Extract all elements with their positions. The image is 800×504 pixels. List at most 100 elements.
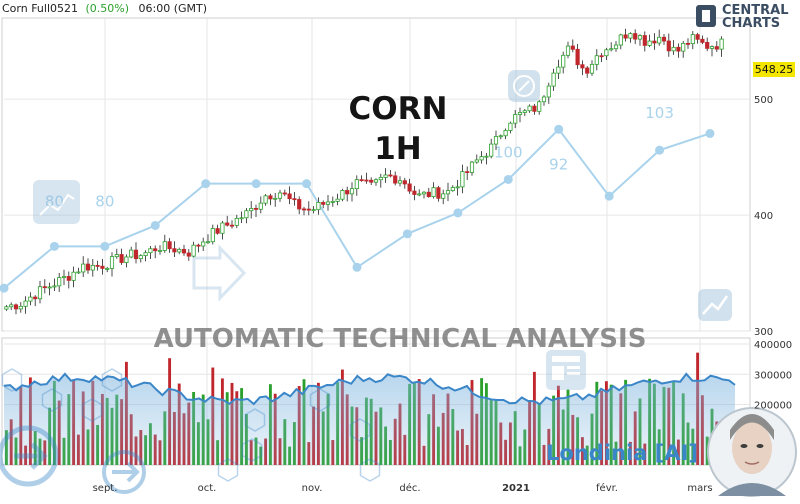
candle	[671, 40, 676, 55]
candle	[551, 68, 556, 91]
candle	[301, 206, 307, 216]
candle	[100, 258, 105, 275]
candle	[273, 193, 278, 207]
price-panel	[1, 17, 751, 332]
candle	[469, 160, 475, 176]
candle	[436, 185, 441, 202]
last-price-label: 548.25	[753, 62, 795, 77]
x-tick-label: nov.	[302, 483, 323, 494]
volume-tick-label: 200000	[754, 401, 792, 412]
brand-mark-icon	[696, 5, 716, 27]
candle	[383, 168, 388, 183]
candle	[210, 224, 215, 245]
score-point	[352, 262, 362, 272]
candle	[321, 200, 326, 209]
candle	[205, 234, 211, 244]
candle	[455, 179, 460, 196]
brand-logo[interactable]: CENTRAL CHARTS	[696, 4, 800, 32]
candle	[714, 41, 719, 53]
candle	[633, 29, 638, 45]
candle	[618, 33, 623, 50]
x-tick-label: oct.	[198, 483, 217, 494]
candle	[585, 66, 590, 78]
candle	[81, 256, 86, 277]
x-tick-label: févr.	[596, 482, 618, 494]
candle	[417, 189, 422, 197]
score-point	[0, 283, 9, 293]
candle	[277, 189, 283, 202]
candle	[23, 296, 28, 314]
candle	[561, 51, 566, 74]
candle	[196, 243, 201, 253]
chart-title-symbol: CORN	[349, 91, 448, 127]
candle	[220, 220, 225, 240]
instrument-label: Corn Full0521	[2, 2, 79, 15]
candle	[537, 99, 542, 115]
candle	[388, 170, 393, 178]
trend-up-icon	[698, 289, 732, 321]
candle	[604, 47, 609, 61]
candle	[503, 128, 508, 140]
candle	[594, 49, 599, 71]
candle	[325, 195, 331, 211]
candle	[685, 38, 691, 49]
candle	[57, 272, 62, 292]
candle	[47, 282, 52, 296]
candle	[369, 177, 374, 186]
candle	[546, 82, 551, 104]
candle	[652, 33, 657, 50]
candle	[90, 259, 95, 277]
candle	[37, 280, 43, 304]
candle	[465, 166, 470, 180]
candle	[133, 242, 139, 264]
candle	[234, 214, 239, 229]
candle	[373, 178, 379, 186]
candle	[263, 194, 268, 206]
score-point	[201, 179, 211, 189]
assistant-name: Londinia [AI]	[546, 441, 698, 465]
candle	[239, 211, 244, 223]
x-tick-label: mars	[687, 483, 712, 494]
candle	[349, 182, 355, 202]
candle	[66, 271, 71, 289]
candle	[666, 33, 671, 57]
change-percent: (0.50%)	[85, 2, 130, 15]
score-label: 92	[549, 155, 568, 173]
candle	[345, 186, 350, 202]
candle	[628, 32, 633, 43]
candle	[532, 103, 537, 115]
candle	[354, 175, 359, 196]
score-label: 80	[45, 192, 64, 210]
candle	[119, 248, 124, 265]
candle	[599, 53, 604, 62]
brand-name-line2: CHARTS	[722, 16, 781, 31]
score-point	[503, 174, 513, 184]
candle	[642, 31, 647, 52]
candle	[493, 130, 499, 151]
candle	[177, 247, 182, 255]
play-circle-icon	[0, 425, 146, 494]
candle	[589, 60, 595, 76]
candle	[364, 172, 369, 184]
candle	[700, 35, 705, 45]
candle	[13, 303, 19, 315]
volume-line	[3, 372, 736, 406]
candle	[402, 177, 407, 189]
candle	[484, 152, 489, 165]
candle	[508, 121, 513, 134]
price-tick-label: 500	[754, 95, 773, 106]
candle	[498, 134, 503, 140]
candle	[201, 237, 206, 252]
candle	[129, 246, 134, 259]
candle	[393, 171, 398, 186]
candle	[489, 138, 494, 159]
candle	[167, 238, 172, 253]
candle	[85, 258, 91, 274]
volume-tick-label: 400000	[754, 340, 792, 351]
candle	[695, 32, 700, 44]
candle	[95, 260, 100, 271]
candle	[450, 185, 455, 192]
candle	[4, 305, 9, 311]
x-tick-label: 2021	[502, 483, 530, 494]
candle	[513, 109, 518, 129]
